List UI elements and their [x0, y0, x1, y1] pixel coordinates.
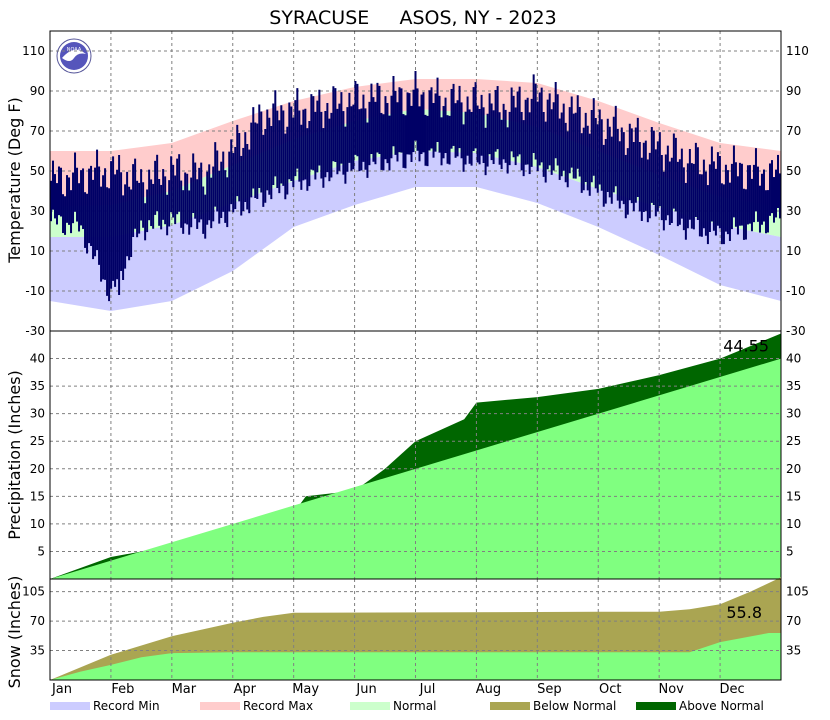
y-tick-label-left: 35: [30, 644, 45, 658]
month-label: Sep: [537, 682, 562, 697]
snow-total-annotation: 55.8: [726, 603, 762, 622]
y-tick-label-right: 20: [786, 462, 801, 476]
noaa-logo-bird: [62, 49, 86, 61]
legend-swatch: [200, 702, 240, 710]
month-label: Dec: [720, 682, 745, 697]
legend-label: Below Normal: [533, 699, 616, 713]
y-tick-label-right: 35: [786, 379, 801, 393]
y-tick-label-right: 70: [786, 124, 801, 138]
y-tick-label-left: 70: [30, 614, 45, 628]
precipitation-ylabel: Precipitation (Inches): [5, 370, 24, 540]
y-tick-label-left: 25: [30, 434, 45, 448]
y-tick-label-right: 40: [786, 352, 801, 366]
y-tick-label-left: 10: [30, 517, 45, 531]
y-tick-label-left: 110: [22, 44, 45, 58]
y-tick-label-right: 10: [786, 517, 801, 531]
temperature-ylabel: Temperature (Deg F): [5, 97, 24, 264]
legend-swatch: [636, 702, 676, 710]
month-label: Feb: [111, 682, 134, 697]
legend-label: Normal: [393, 699, 436, 713]
chart-title: SYRACUSE ASOS, NY - 2023: [269, 7, 556, 29]
y-tick-label-left: 40: [30, 352, 45, 366]
y-tick-label-right: 30: [786, 204, 801, 218]
snow-ylabel: Snow (Inches): [5, 576, 24, 689]
month-label: Mar: [172, 682, 197, 697]
precip-total-annotation: 44.55: [723, 336, 769, 355]
y-tick-label-left: -30: [25, 324, 45, 338]
month-label: Jun: [355, 682, 376, 697]
y-tick-label-left: 35: [30, 379, 45, 393]
legend-swatch: [490, 702, 530, 710]
y-tick-label-right: 35: [786, 644, 801, 658]
y-tick-label-right: 10: [786, 244, 801, 258]
legend: Record Min Record Max Normal Below Normal Ab…: [50, 699, 764, 713]
y-tick-label-left: 15: [30, 489, 45, 503]
y-tick-label-right: -30: [786, 324, 806, 338]
legend-label: Record Min: [93, 699, 160, 713]
precipitation-panel: 40 40 35 35 30 30 25 25 20 20 15 15 10 10 5 5 44.55: [30, 330, 801, 580]
legend-label: Above Normal: [679, 699, 764, 713]
snow-panel: 105 105 70 70 35 35 55.8: [22, 577, 809, 681]
legend-label: Record Max: [243, 699, 313, 713]
legend-swatch: [350, 702, 390, 710]
temperature-panel: 110 110 90 90 70 70 50 50 30 30 10 10 -10 -10 -30 -30: [22, 30, 809, 338]
y-tick-label-right: -10: [786, 284, 806, 298]
y-tick-label-right: 25: [786, 434, 801, 448]
month-label: Apr: [234, 682, 257, 697]
month-label: Jul: [419, 682, 436, 697]
month-label: Nov: [658, 682, 684, 697]
y-tick-label-left: 90: [30, 84, 45, 98]
y-tick-label-right: 30: [786, 407, 801, 421]
y-tick-label-left: 20: [30, 462, 45, 476]
month-label: Jan: [51, 682, 72, 697]
y-tick-label-left: -10: [25, 284, 45, 298]
y-tick-label-left: 50: [30, 164, 45, 178]
y-tick-label-left: 10: [30, 244, 45, 258]
y-tick-label-left: 30: [30, 204, 45, 218]
legend-swatch: [50, 702, 90, 710]
y-tick-label-left: 5: [37, 544, 45, 558]
y-tick-label-left: 105: [22, 585, 45, 599]
y-tick-label-right: 50: [786, 164, 801, 178]
snow-frame: [49, 578, 782, 681]
y-tick-label-left: 70: [30, 124, 45, 138]
y-tick-label-right: 5: [786, 544, 794, 558]
noaa-logo-text: NOAA: [67, 47, 82, 53]
y-tick-label-right: 70: [786, 614, 801, 628]
y-tick-label-left: 30: [30, 407, 45, 421]
y-tick-label-right: 105: [786, 585, 809, 599]
snow-observed-area: [50, 633, 781, 680]
month-labels: Jan Feb Mar Apr May Jun Jul Aug Sep Oct Nov Dec: [51, 682, 745, 697]
y-tick-label-right: 15: [786, 489, 801, 503]
month-label: Aug: [476, 682, 501, 697]
noaa-logo: NOAA: [56, 38, 92, 74]
y-tick-label-right: 90: [786, 84, 801, 98]
y-tick-label-right: 110: [786, 44, 809, 58]
month-label: May: [292, 682, 319, 697]
month-label: Oct: [599, 682, 621, 697]
